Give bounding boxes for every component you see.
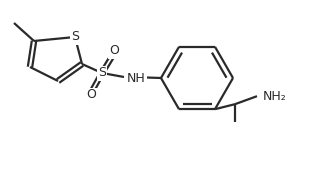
- Text: S: S: [98, 67, 106, 80]
- Text: NH₂: NH₂: [263, 90, 287, 103]
- Text: O: O: [109, 44, 119, 57]
- Text: NH: NH: [127, 71, 146, 84]
- Text: S: S: [71, 30, 79, 43]
- Text: O: O: [86, 89, 96, 102]
